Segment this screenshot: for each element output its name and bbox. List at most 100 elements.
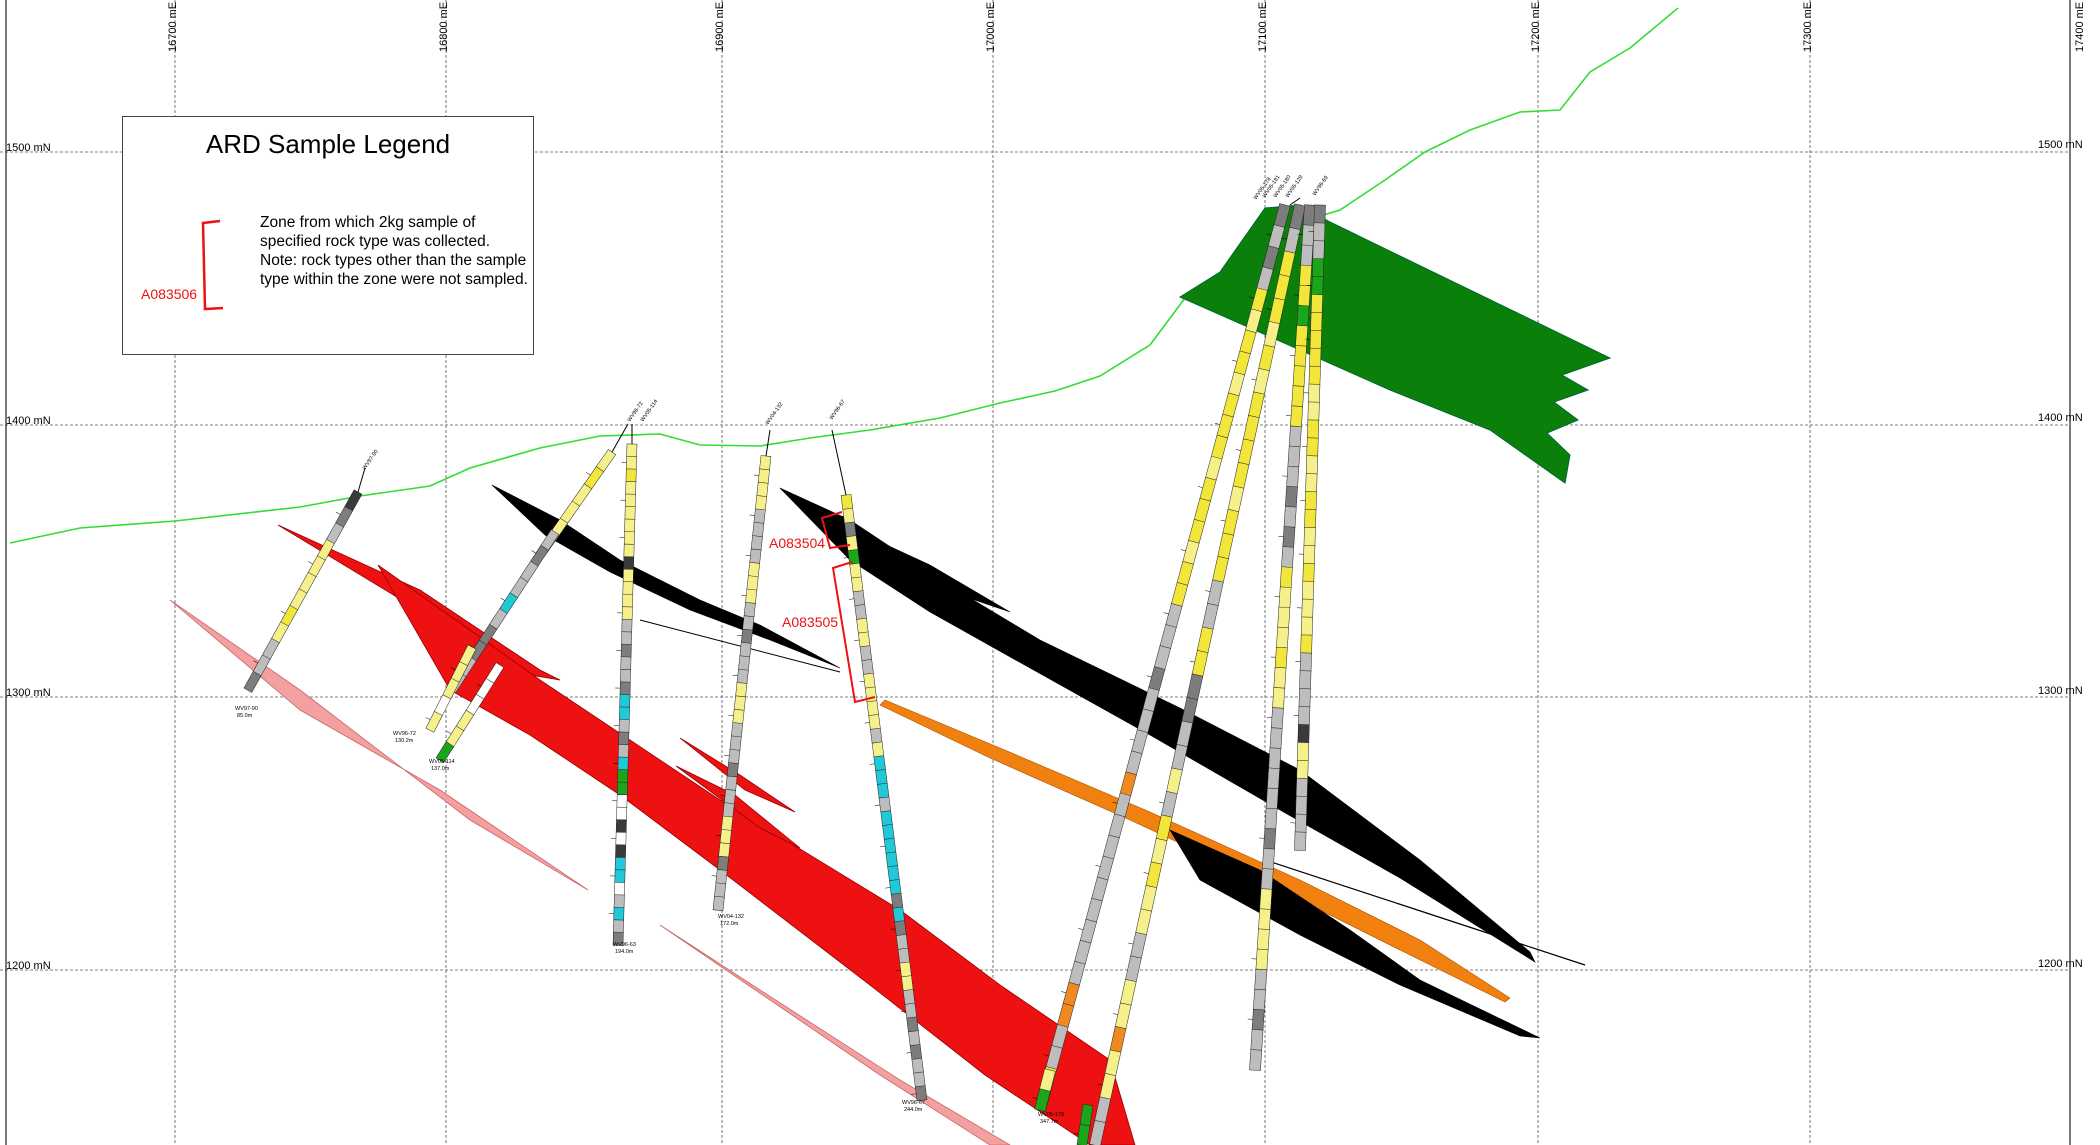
drillhole-interval [1269,727,1283,750]
collar-stem [1289,197,1301,206]
black-unit [491,484,841,669]
drillhole-interval [1301,598,1314,618]
drillhole-interval [755,495,768,511]
drillhole-interval [1228,371,1246,397]
drillhole-interval [722,802,735,818]
drillhole-interval [1243,415,1260,442]
interval-tick [1044,1054,1049,1057]
interval-tick [843,557,849,559]
pink-unit [169,599,589,891]
interval-tick [724,755,730,757]
drillhole-interval [1302,562,1315,582]
drillhole-interval [1091,876,1109,902]
red-unit [377,564,1136,1145]
hole-end-depth: 137.0m [431,766,450,772]
drillhole-interval [619,706,630,721]
hole-end-depth: 85.0m [237,713,253,719]
drillhole-interval [904,1002,917,1019]
elevation-label-right: 1500 mN [2038,139,2083,151]
drillhole-interval [1276,626,1289,649]
drillhole-interval [1267,767,1280,790]
hole-end-depth: 347.7m [1040,1119,1059,1125]
drillhole-interval [1108,813,1126,839]
drillhole-interval [613,907,625,921]
drillhole-interval [1302,580,1315,600]
drillhole-interval [745,588,758,604]
interval-tick [1112,1013,1118,1015]
drillhole-interval [626,443,638,458]
drillhole-trace [1034,203,1291,1113]
interval-tick [1073,1133,1079,1135]
fault-line [1264,859,1586,966]
drillhole-interval [749,548,762,564]
drillhole-interval [849,562,862,579]
pink-unit [659,924,1011,1145]
drillhole-interval [911,1057,924,1074]
drillhole-interval [1310,294,1323,314]
drillhole-interval [858,631,871,648]
drillhole-interval [614,881,626,896]
drillhole-interval [725,775,738,791]
drillhole-interval [1295,777,1308,797]
drillhole-interval [1237,438,1255,466]
drillhole-interval [1076,1123,1091,1145]
drillhole-interval [712,895,725,912]
drillhole-interval [1310,312,1323,332]
easting-label: 16900 mE [714,2,726,52]
drillhole-interval [883,837,897,854]
drillhole-interval [1277,606,1291,629]
drillhole-interval [1302,204,1316,227]
drillhole-interval [1268,747,1282,770]
drillhole-interval [854,604,867,620]
drillhole-interval [1303,544,1316,565]
drillhole-interval [618,719,630,733]
drillhole-interval [1285,486,1298,508]
collar-stem [357,467,366,493]
drillhole-interval [615,831,627,846]
drillhole-interval [1159,624,1177,650]
black-unit [1169,829,1541,1039]
drillhole-interval [616,781,628,796]
drillhole-interval [718,842,731,858]
drillhole-interval [1282,526,1296,548]
collar-stem [831,429,847,496]
drillhole-interval [748,562,760,578]
interval-tick [446,730,452,735]
interval-tick [1197,486,1203,488]
drillhole-interval [1258,908,1271,931]
drillhole-interval [1153,645,1171,671]
drillhole-interval [1288,425,1302,448]
interval-tick [749,514,755,516]
drillhole-interval [1296,304,1310,327]
drillhole-interval [1283,506,1297,528]
drillhole-trace [608,443,638,946]
drillhole-interval [845,535,859,552]
drillhole-interval [1263,827,1277,850]
drillhole-interval [1311,276,1324,296]
drillhole-interval [1312,240,1325,260]
drillhole-interval [621,631,633,646]
interval-tick [1078,928,1084,930]
collar-label: WV96-67 [829,399,847,421]
interval-tick [1282,237,1287,240]
hole-end-depth: 244.0m [904,1107,923,1113]
easting-label: 17000 mE [985,2,997,52]
hole-end-name: WV96-67 [902,1100,925,1106]
drillhole-interval [1304,509,1317,529]
interval-tick [1180,549,1186,552]
collar-stem [765,429,771,457]
drillhole-interval [1295,795,1308,815]
hole-end-name: WV97-90 [235,706,258,712]
interval-tick [838,516,844,518]
drillhole-interval [889,879,902,895]
drillhole-trace [1247,204,1316,1071]
drillhole-interval [1216,413,1234,439]
hole-end-depth: 172.0m [720,921,739,927]
interval-tick [1174,731,1180,733]
drillhole-interval [623,543,635,558]
drillhole-interval [616,794,628,808]
drillhole-interval [844,521,857,538]
interval-tick [550,523,555,527]
drillhole-interval [1188,518,1206,544]
drillhole-interval [625,481,637,495]
